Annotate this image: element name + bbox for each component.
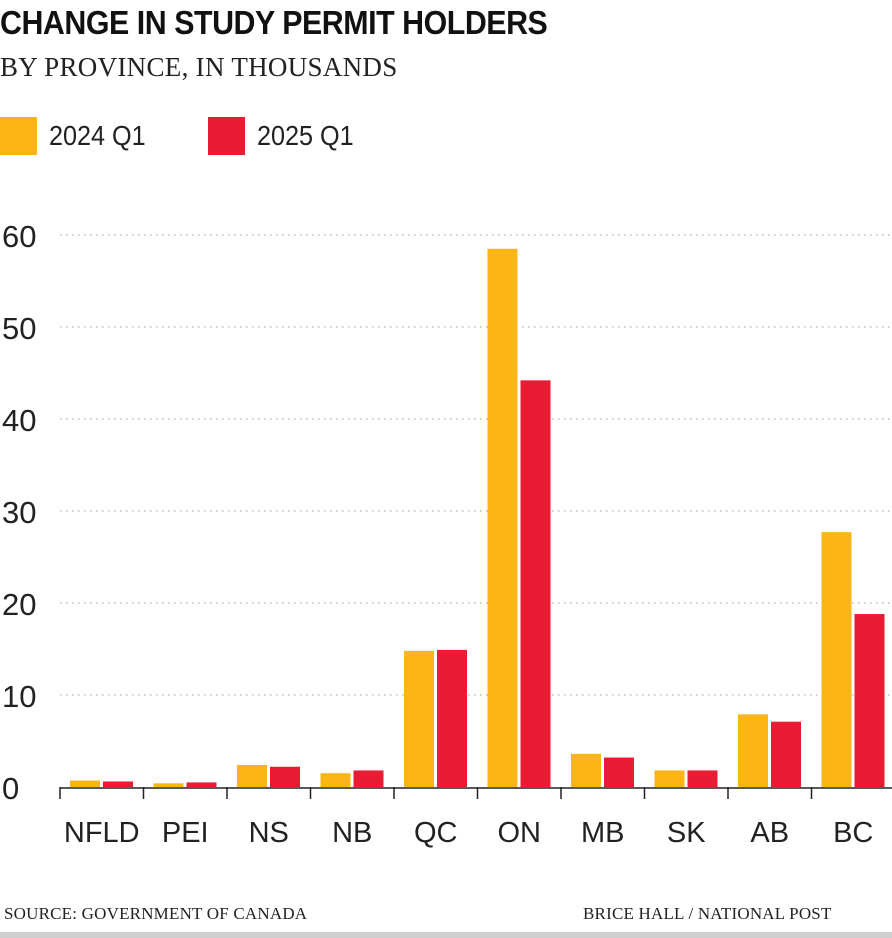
y-tick-label-30: 30 (2, 495, 36, 530)
bar-nb-1 (353, 770, 384, 787)
source-note: SOURCE: GOVERNMENT OF CANADA (4, 904, 308, 923)
bar-qc-0 (404, 650, 434, 787)
legend-swatch-2024 (0, 117, 37, 155)
legend-swatch-2025 (208, 117, 245, 155)
x-tick-label-qc: QC (414, 817, 458, 849)
bar-chart: 0 10 20 30 40 50 60 NFLD PEI NS NB QC ON MB SK AB BC (2, 219, 892, 849)
legend-item-2024: 2024 Q1 (0, 117, 156, 155)
legend-item-2025: 2025 Q1 (208, 117, 364, 155)
x-tick-label-on: ON (498, 817, 542, 849)
legend-label-2024: 2024 Q1 (49, 120, 146, 151)
y-tick-label-20: 20 (2, 587, 36, 622)
bar-sk-1 (687, 770, 718, 787)
y-tick-label-60: 60 (2, 219, 36, 254)
y-tick-label-10: 10 (2, 679, 36, 714)
bar-pei-0 (153, 783, 184, 787)
x-tick-label-bc: BC (833, 817, 873, 849)
bar-on-1 (520, 380, 551, 787)
bar-mb-0 (571, 753, 601, 787)
bar-nfld-1 (103, 781, 133, 787)
legend-label-2025: 2025 Q1 (257, 120, 354, 151)
y-tick-label-0: 0 (2, 771, 19, 806)
bar-ns-1 (270, 766, 300, 787)
bar-sk-0 (654, 770, 685, 787)
chart-subtitle: BY PROVINCE, IN THOUSANDS (0, 52, 398, 82)
bar-ns-0 (237, 764, 267, 787)
bar-nb-0 (320, 773, 351, 787)
y-tick-label-40: 40 (2, 403, 36, 438)
bar-on-0 (487, 248, 518, 788)
bar-ab-0 (738, 714, 768, 787)
bar-mb-1 (604, 757, 634, 787)
bar-ab-1 (771, 721, 801, 787)
credit-note: BRICE HALL / NATIONAL POST (583, 904, 832, 923)
x-tick-label-nb: NB (332, 817, 372, 849)
y-tick-label-50: 50 (2, 311, 36, 346)
bottom-strip (0, 932, 892, 938)
x-tick-label-ab: AB (750, 817, 789, 849)
x-tick-label-sk: SK (667, 817, 706, 849)
x-tick-label-mb: MB (581, 817, 625, 849)
x-tick-label-pei: PEI (162, 817, 209, 849)
bar-pei-1 (186, 782, 217, 787)
bar-bc-0 (821, 532, 852, 787)
bar-qc-1 (437, 649, 467, 787)
x-tick-label-ns: NS (249, 817, 289, 849)
bar-nfld-0 (70, 780, 100, 787)
bar-bc-1 (854, 614, 885, 787)
chart-title: CHANGE IN STUDY PERMIT HOLDERS (0, 4, 548, 41)
x-tick-label-nfld: NFLD (64, 817, 140, 849)
